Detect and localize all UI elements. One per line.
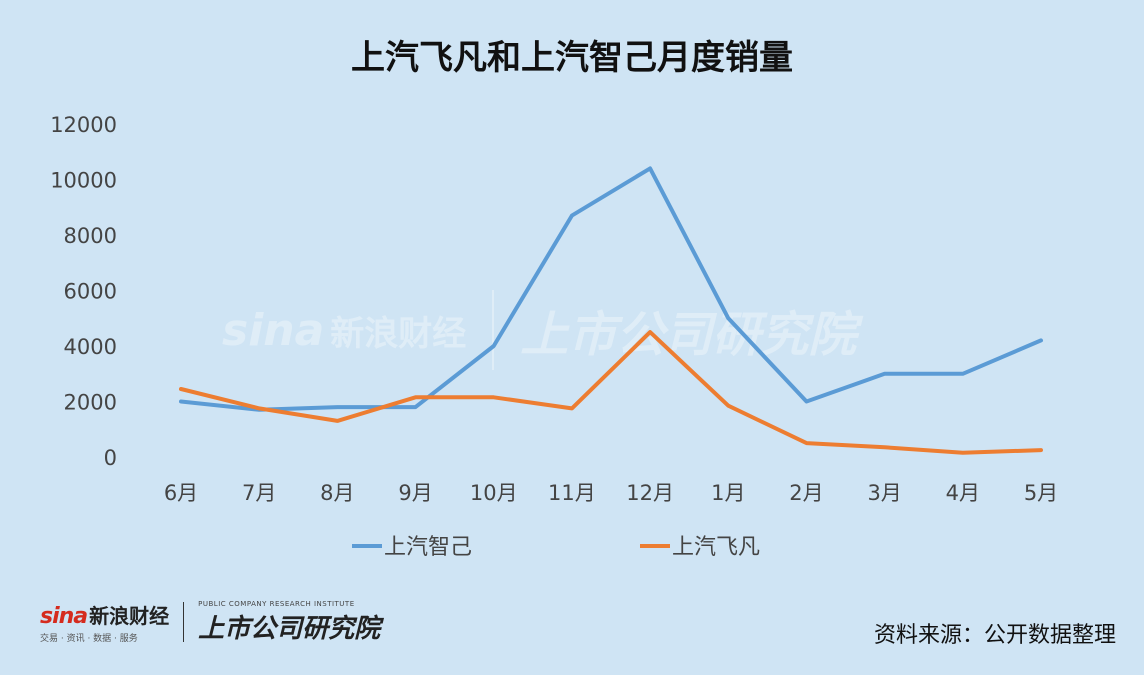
y-tick-label: 8000 [64,224,117,248]
series-line-1 [179,330,1043,455]
x-tick-label: 3月 [867,481,901,505]
sina-name: 新浪财经 [89,604,170,628]
source-note: 资料来源：公开数据整理 [873,623,1116,648]
y-tick-label: 6000 [64,280,117,304]
footer-logo: sina 新浪财经 交易 · 资讯 · 数据 · 服务 PUBLIC COMPAN… [40,600,380,645]
x-tick-label: 10月 [470,481,518,505]
series-line-0 [179,166,1043,412]
x-tick-label: 11月 [548,481,596,505]
y-tick-label: 10000 [50,169,117,193]
institute-logo: PUBLIC COMPANY RESEARCH INSTITUTE 上市公司研究… [198,600,380,645]
institute-cn: 上市公司研究院 [198,613,381,644]
legend: 上汽智己 上汽飞凡 [352,535,760,560]
x-tick-label: 9月 [398,481,432,505]
y-axis-ticks: 0 2000 4000 6000 8000 10000 12000 [50,113,117,470]
logo-separator [183,602,185,642]
series-lines [179,166,1043,455]
sina-logo: sina 新浪财经 交易 · 资讯 · 数据 · 服务 [40,600,169,644]
y-tick-label: 12000 [50,113,117,137]
line-chart: 0 2000 4000 6000 8000 10000 12000 6月 7月 8月 9月 10月 1… [50,113,1058,560]
x-tick-label: 4月 [946,481,980,505]
y-tick-label: 2000 [64,391,117,415]
x-tick-label: 1月 [711,481,745,505]
institute-en: PUBLIC COMPANY RESEARCH INSTITUTE [198,599,355,608]
sina-tagline: 交易 · 资讯 · 数据 · 服务 [40,634,138,644]
x-tick-label: 5月 [1024,481,1058,505]
x-axis-ticks: 6月 7月 8月 9月 10月 11月 12月 1月 2月 3月 4月 5月 [164,481,1058,505]
x-tick-label: 2月 [789,481,823,505]
sina-mark: sina [40,604,88,629]
chart-title: 上汽飞凡和上汽智己月度销量 [351,38,793,78]
x-tick-label: 6月 [164,481,198,505]
x-tick-label: 8月 [320,481,354,505]
y-tick-label: 0 [104,446,117,470]
legend-label: 上汽智己 [384,535,472,560]
y-tick-label: 4000 [64,335,117,359]
x-tick-label: 7月 [242,481,276,505]
x-tick-label: 12月 [626,481,674,505]
legend-label: 上汽飞凡 [672,535,760,560]
